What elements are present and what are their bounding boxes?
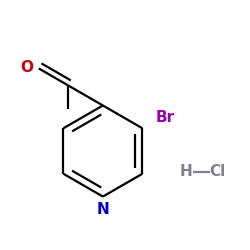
Text: N: N [96,202,109,217]
Text: O: O [20,60,33,74]
Text: H: H [180,164,192,179]
Text: Br: Br [155,110,174,125]
Text: Cl: Cl [209,164,226,179]
